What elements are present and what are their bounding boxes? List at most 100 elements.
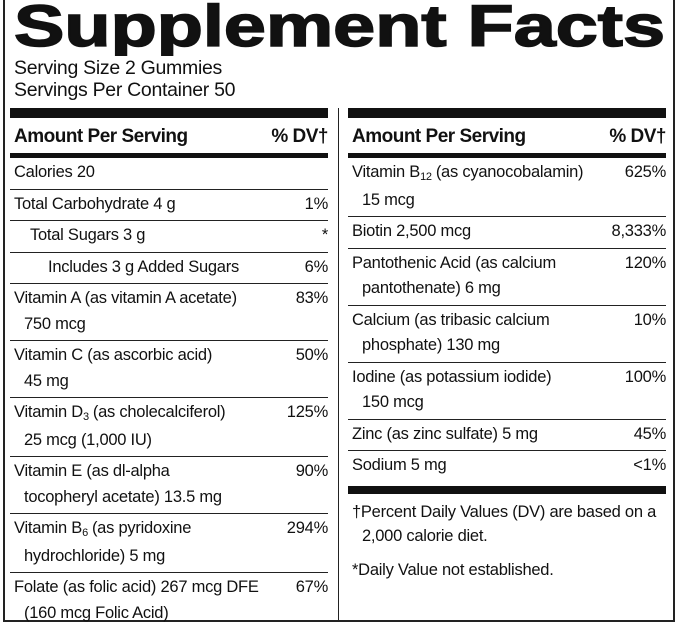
nutrient-text: Total Carbohydrate 4 g (14, 194, 176, 213)
daily-value: * (321, 226, 328, 244)
daily-value: <1% (633, 456, 666, 474)
daily-value: 120% (624, 253, 666, 272)
right-column: Amount Per Serving % DV† Vitamin B12 (as cy… (348, 108, 666, 586)
nutrient-row: Includes 3 g Added Sugars 6% (10, 253, 329, 284)
nutrient-line: Includes 3 g Added Sugars (48, 255, 328, 281)
nutrient-line: Vitamin D3 (as cholecalciferol) (14, 400, 328, 428)
nutrient-row: Vitamin B12 (as cyanocobalamin) 15 mcg 625% (348, 158, 666, 217)
header-row: Amount Per Serving % DV† (10, 118, 328, 153)
daily-value: 8,333% (611, 222, 667, 240)
nutrient-line: Calories 20 (14, 160, 328, 186)
label-border (3, 0, 675, 622)
header-dv: % DV† (609, 126, 666, 147)
header-amount: Amount Per Serving (14, 126, 188, 147)
subscript: 6 (82, 527, 88, 539)
nutrient-text: (160 mcg Folic Acid) (24, 603, 169, 622)
nutrient-text: Vitamin C (as ascorbic acid) (14, 346, 213, 364)
nutrient-line: 25 mcg (1,000 IU) (14, 428, 328, 454)
nutrient-text: Total Sugars 3 g (30, 226, 146, 244)
daily-value: 1% (304, 194, 329, 213)
nutrient-line: Vitamin E (as dl-alpha (14, 459, 328, 485)
nutrient-line: hydrochloride) 5 mg (14, 544, 328, 570)
nutrient-line: Zinc (as zinc sulfate) 5 mg (352, 422, 666, 448)
nutrient-text: Includes 3 g Added Sugars (48, 257, 239, 276)
daily-value: 294% (286, 519, 328, 537)
rows: Vitamin B12 (as cyanocobalamin) 15 mcg 625%… (348, 158, 666, 482)
nutrient-text: Calories 20 (14, 163, 95, 181)
daily-value: 50% (295, 346, 329, 364)
nutrient-name: Vitamin D (14, 403, 83, 421)
serving-size: Serving Size 2 Gummies (14, 57, 222, 79)
daily-value: 6% (304, 257, 329, 276)
nutrient-line: Folate (as folic acid) 267 mcg DFE (14, 575, 328, 601)
nutrient-row: Vitamin E (as dl-alpha tocopheryl acetate… (10, 457, 328, 514)
nutrient-name: Vitamin B (14, 519, 83, 537)
nutrient-row: Vitamin A (as vitamin A acetate) 750 mcg 8… (10, 284, 328, 341)
nutrient-text: Pantothenic Acid (as calcium (352, 253, 556, 272)
nutrient-row: Iodine (as potassium iodide) 150 mcg 100% (348, 363, 666, 420)
nutrient-line: Iodine (as potassium iodide) (352, 365, 666, 391)
nutrient-line: 750 mcg (14, 312, 328, 338)
nutrient-line: tocopheryl acetate) 13.5 mg (14, 485, 328, 511)
nutrient-row: Calcium (as tribasic calcium phosphate) 1… (348, 306, 666, 363)
nutrient-line: Vitamin B6 (as pyridoxine (14, 516, 328, 544)
nutrient-line: Total Sugars 3 g (30, 223, 328, 249)
nutrient-line: pantothenate) 6 mg (352, 276, 666, 302)
nutrient-text: pantothenate) 6 mg (362, 279, 501, 297)
nutrient-line: Vitamin C (as ascorbic acid) (14, 343, 328, 369)
footnote: *Daily Value not established. (348, 552, 666, 586)
nutrient-line: Pantothenic Acid (as calcium (352, 251, 666, 277)
thick-rule (10, 108, 328, 118)
daily-value: 67% (295, 578, 329, 596)
nutrient-text: (as cyanocobalamin) (435, 163, 584, 181)
nutrient-row: Vitamin D3 (as cholecalciferol) 25 mcg (1,… (10, 398, 328, 457)
footnote-line: *Daily Value not established. (352, 560, 554, 579)
nutrient-line: Sodium 5 mg (352, 453, 666, 479)
footnote: †Percent Daily Values (DV) are based on … (348, 494, 666, 552)
nutrient-line: Vitamin A (as vitamin A acetate) (14, 286, 328, 312)
daily-value: 125% (286, 403, 328, 421)
nutrient-row: Vitamin B6 (as pyridoxine hydrochloride) 5… (10, 514, 328, 573)
nutrient-line: Biotin 2,500 mcg (352, 219, 666, 245)
header-row: Amount Per Serving % DV† (348, 118, 666, 153)
nutrient-line: (160 mcg Folic Acid) (14, 601, 328, 627)
nutrient-row: Zinc (as zinc sulfate) 5 mg 45% (348, 420, 667, 451)
nutrient-text: 45 mg (24, 371, 69, 390)
daily-value: 83% (295, 289, 329, 307)
subscript: 3 (82, 411, 89, 423)
thick-rule (348, 108, 666, 118)
nutrient-text: Zinc (as zinc sulfate) 5 mg (352, 424, 538, 443)
nutrient-text: phosphate) 130 mg (362, 336, 500, 354)
nutrient-row: Vitamin C (as ascorbic acid) 45 mg 50% (10, 341, 328, 398)
nutrient-text: Vitamin E (as dl-alpha (14, 462, 170, 480)
subscript: 12 (420, 171, 432, 183)
nutrient-text: 150 mcg (362, 393, 424, 411)
nutrient-text: 750 mcg (24, 314, 86, 333)
nutrient-row: Total Carbohydrate 4 g 1% (10, 190, 329, 221)
rows: Calories 20 Total Carbohydrate 4 g 1% Total… (10, 158, 328, 629)
daily-value: 100% (624, 367, 666, 386)
nutrient-row: Total Sugars 3 g * (10, 221, 328, 253)
nutrient-row: Biotin 2,500 mcg 8,333% (348, 217, 666, 249)
header-amount: Amount Per Serving (352, 126, 526, 147)
nutrient-text: Sodium 5 mg (352, 456, 447, 474)
nutrient-text: 15 mcg (362, 190, 415, 209)
medium-rule (10, 153, 328, 158)
column-divider (338, 108, 339, 620)
nutrient-row: Sodium 5 mg <1% (348, 451, 666, 482)
daily-value: 45% (633, 424, 667, 443)
nutrient-line: 15 mcg (352, 188, 666, 214)
title: Supplement Facts (14, 0, 665, 56)
nutrient-text: Biotin 2,500 mcg (352, 222, 471, 240)
medium-rule (348, 153, 666, 158)
header-dv: % DV† (271, 126, 328, 147)
nutrient-text: hydrochloride) 5 mg (24, 546, 166, 565)
nutrient-row: Calories 20 (10, 158, 328, 190)
nutrient-line: Total Carbohydrate 4 g (14, 192, 328, 218)
servings-per-container: Servings Per Container 50 (14, 79, 236, 101)
thick-rule (348, 485, 666, 494)
nutrient-line: 150 mcg (352, 390, 666, 416)
nutrient-text: Iodine (as potassium iodide) (352, 367, 552, 386)
title-area: Supplement Facts (13, 0, 666, 56)
nutrient-name: Vitamin B (352, 163, 421, 181)
